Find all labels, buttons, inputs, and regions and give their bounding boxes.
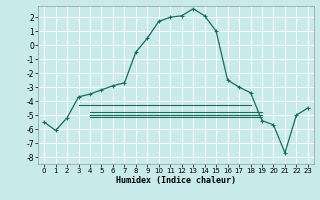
X-axis label: Humidex (Indice chaleur): Humidex (Indice chaleur) [116, 176, 236, 185]
